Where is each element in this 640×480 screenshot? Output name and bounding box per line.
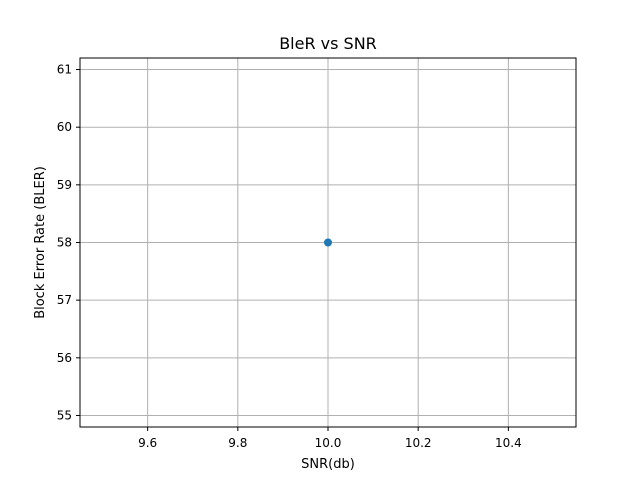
chart-title: BleR vs SNR [279, 34, 377, 53]
y-tick-label: 59 [57, 178, 72, 192]
y-axis-label: Block Error Rate (BLER) [33, 166, 48, 319]
y-tick-label: 55 [57, 408, 72, 422]
x-axis-ticks: 9.6 9.8 10.0 10.2 10.4 [138, 427, 522, 450]
x-axis-label: SNR(db) [301, 457, 355, 472]
data-points [324, 238, 332, 247]
x-tick-label: 9.6 [138, 436, 157, 450]
x-tick-label: 10.0 [315, 436, 342, 450]
x-tick-label: 10.4 [495, 436, 522, 450]
data-point [324, 238, 332, 247]
y-tick-label: 58 [57, 236, 72, 250]
y-tick-label: 61 [57, 63, 72, 77]
y-tick-label: 56 [57, 351, 72, 365]
x-tick-label: 10.2 [405, 436, 432, 450]
y-tick-label: 60 [57, 120, 72, 134]
y-tick-label: 57 [57, 293, 72, 307]
y-axis-ticks: 55 56 57 58 59 60 61 [57, 63, 80, 422]
plot-area-frame [79, 57, 577, 428]
x-tick-label: 9.8 [228, 436, 247, 450]
